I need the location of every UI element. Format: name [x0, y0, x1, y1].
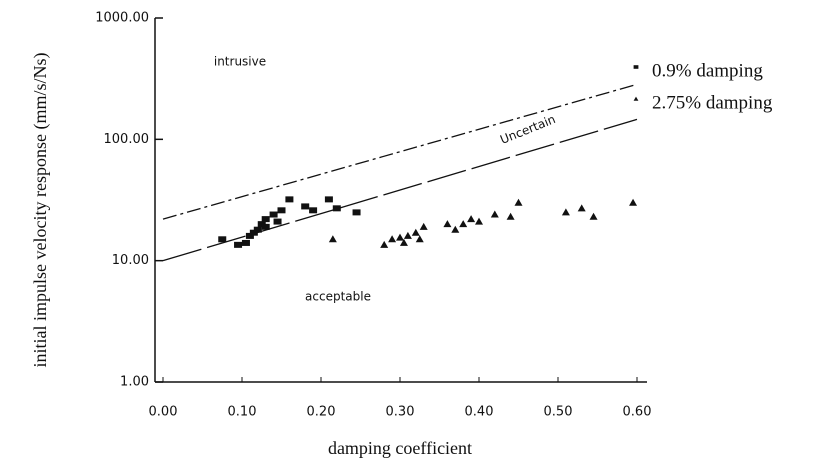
- marker-triangle: [419, 222, 428, 230]
- marker-triangle: [561, 208, 570, 216]
- marker-triangle: [399, 238, 408, 246]
- y-tick-label: 100.00: [104, 132, 150, 147]
- marker-square: [241, 239, 250, 246]
- marker-triangle: [328, 235, 337, 243]
- reference-line: [162, 118, 638, 262]
- annotation: Uncertain: [498, 112, 557, 147]
- marker-square: [309, 207, 318, 214]
- marker-square: [352, 209, 361, 216]
- marker-triangle: [633, 96, 639, 101]
- marker-triangle: [415, 235, 424, 243]
- marker-triangle: [388, 235, 397, 243]
- x-axis-label: damping coefficient: [328, 438, 472, 458]
- marker-square: [324, 196, 333, 203]
- annotation: intrusive: [214, 55, 266, 69]
- annotation: acceptable: [305, 290, 371, 304]
- marker-square: [234, 241, 243, 248]
- x-tick-label: 0.10: [228, 405, 257, 420]
- x-tick-label: 0.60: [623, 405, 652, 420]
- marker-triangle: [443, 220, 452, 228]
- marker-triangle: [411, 228, 420, 236]
- marker-triangle: [514, 198, 523, 206]
- marker-square: [273, 218, 282, 225]
- legend-label: 2.75% damping: [652, 92, 773, 113]
- marker-square: [301, 203, 310, 210]
- y-tick-label: 10.00: [112, 253, 149, 268]
- marker-square: [285, 196, 294, 203]
- x-tick-label: 0.20: [307, 405, 336, 420]
- marker-triangle: [475, 217, 483, 225]
- marker-triangle: [459, 220, 468, 228]
- marker-triangle: [396, 233, 404, 241]
- marker-square: [218, 236, 227, 243]
- marker-square: [261, 216, 270, 223]
- marker-triangle: [589, 212, 598, 220]
- x-tick-label: 0.30: [386, 405, 415, 420]
- marker-triangle: [506, 212, 515, 220]
- marker-triangle: [467, 215, 476, 223]
- marker-square: [249, 229, 258, 236]
- marker-square: [332, 205, 341, 212]
- reference-line: [162, 83, 638, 220]
- marker-triangle: [629, 198, 638, 206]
- x-tick-label: 0.40: [465, 405, 494, 420]
- y-axis-label: initial impulse velocity response (mm/s/…: [30, 53, 51, 368]
- y-tick-label: 1.00: [120, 375, 149, 390]
- marker-square: [253, 226, 262, 233]
- x-tick-label: 0.00: [149, 405, 178, 420]
- marker-triangle: [403, 231, 412, 239]
- marker-square: [633, 65, 639, 69]
- marker-square: [261, 223, 270, 230]
- legend-label: 0.9% damping: [652, 60, 763, 81]
- marker-triangle: [451, 225, 460, 233]
- x-tick-label: 0.50: [544, 405, 573, 420]
- y-tick-label: 1000.00: [95, 11, 149, 26]
- marker-triangle: [490, 210, 499, 218]
- marker-triangle: [380, 240, 389, 248]
- marker-triangle: [577, 204, 586, 212]
- marker-square: [269, 211, 278, 218]
- marker-square: [245, 232, 254, 239]
- marker-square: [277, 207, 286, 214]
